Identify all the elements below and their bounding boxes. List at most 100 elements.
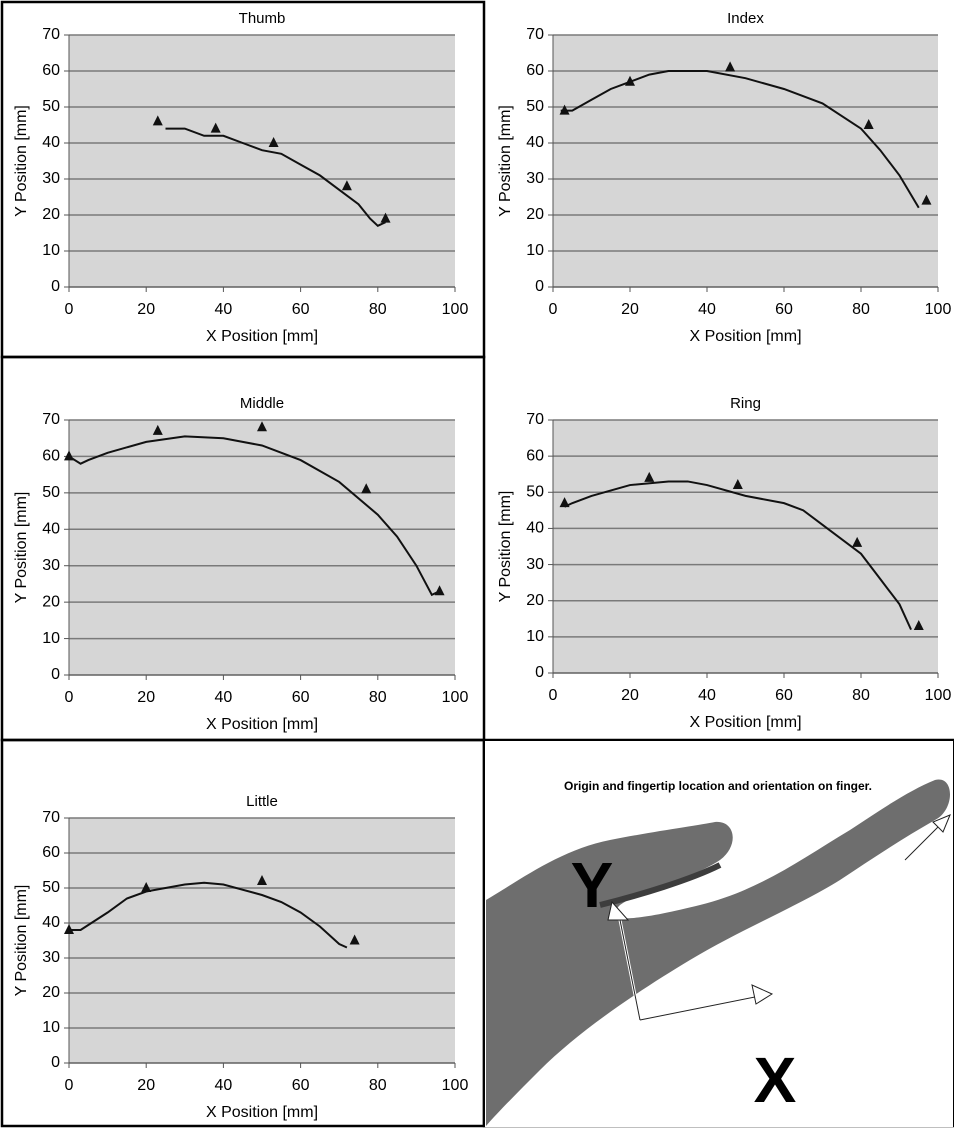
y-tick-label: 40 <box>526 134 544 151</box>
x-tick-label: 80 <box>852 687 870 704</box>
y-tick-label: 50 <box>42 98 60 115</box>
x-tick-label: 40 <box>215 301 233 318</box>
plot-area <box>69 818 455 1063</box>
x-tick-label: 20 <box>137 1077 155 1094</box>
orientation-arrow <box>152 424 163 435</box>
x-tick-label: 20 <box>621 301 639 318</box>
y-tick-label: 60 <box>526 447 544 464</box>
x-tick-label: 0 <box>65 1077 74 1094</box>
y-axis-label: Y Position [mm] <box>13 105 30 217</box>
y-tick-label: 70 <box>42 809 60 826</box>
orientation-arrow <box>257 421 267 432</box>
x-tick-label: 60 <box>775 687 793 704</box>
y-tick-label: 20 <box>42 206 60 223</box>
orientation-arrow <box>644 471 655 482</box>
orientation-arrow <box>361 483 372 494</box>
y-tick-label: 40 <box>42 914 60 931</box>
x-tick-label: 80 <box>852 301 870 318</box>
y-tick-label: 20 <box>526 206 544 223</box>
orientation-arrow <box>64 924 74 934</box>
y-axis-label: Y Position [mm] <box>497 105 514 217</box>
orientation-arrow <box>625 75 635 86</box>
y-tick-label: 0 <box>51 666 60 683</box>
orientation-arrow <box>732 479 743 490</box>
y-tick-label: 0 <box>51 1054 60 1071</box>
x-axis-label: X Position [mm] <box>206 328 318 345</box>
x-tick-label: 60 <box>775 301 793 318</box>
x-axis-label: X Position [mm] <box>206 1104 318 1121</box>
y-tick-label: 30 <box>42 557 60 574</box>
y-tick-label: 50 <box>526 98 544 115</box>
chart-title: Thumb <box>239 10 286 27</box>
y-tick-label: 10 <box>526 628 544 645</box>
orientation-arrow <box>434 585 445 596</box>
x-axis-letter: X <box>754 1044 797 1116</box>
orientation-arrow <box>863 119 874 129</box>
y-tick-label: 0 <box>51 278 60 295</box>
x-axis-label: X Position [mm] <box>689 328 801 345</box>
y-axis-label: Y Position [mm] <box>13 492 30 604</box>
plot-area <box>553 420 938 673</box>
orientation-arrow <box>921 194 932 205</box>
orientation-arrow <box>341 180 352 191</box>
x-tick-label: 60 <box>292 689 310 706</box>
y-tick-label: 50 <box>42 879 60 896</box>
y-tick-label: 0 <box>535 278 544 295</box>
x-tick-label: 40 <box>698 301 716 318</box>
x-axis-label: X Position [mm] <box>689 714 801 731</box>
x-tick-label: 60 <box>292 301 310 318</box>
y-tick-label: 60 <box>526 62 544 79</box>
x-tick-label: 80 <box>369 689 387 706</box>
trajectory-line <box>564 480 912 631</box>
trajectory-line <box>68 435 440 597</box>
plot-area <box>69 35 455 287</box>
chart: Thumb 0 10 20 30 40 50 60 70 0 20 40 60 80 100 X Positi… <box>13 10 468 345</box>
y-tick-label: 10 <box>42 1019 60 1036</box>
y-tick-label: 70 <box>42 411 60 428</box>
chart: Index 0 10 20 30 40 50 60 70 0 20 40 60 80 100 X Positi… <box>497 10 951 345</box>
x-tick-label: 100 <box>442 301 469 318</box>
chart-title: Ring <box>730 395 761 412</box>
x-tick-label: 0 <box>65 301 74 318</box>
x-tick-label: 0 <box>65 689 74 706</box>
trajectory-line <box>560 70 920 209</box>
chart-title: Middle <box>240 395 284 412</box>
orientation-arrow <box>852 536 863 547</box>
x-tick-label: 40 <box>215 689 233 706</box>
orientation-arrow <box>152 115 163 126</box>
orientation-arrow <box>559 497 570 508</box>
y-tick-label: 50 <box>42 484 60 501</box>
x-tick-label: 0 <box>549 687 558 704</box>
y-tick-label: 40 <box>526 520 544 537</box>
x-tick-label: 100 <box>925 301 952 318</box>
y-tick-label: 20 <box>42 984 60 1001</box>
y-axis-letter: Y <box>571 849 614 921</box>
orientation-arrow <box>64 450 74 461</box>
trajectory-line <box>69 881 348 949</box>
orientation-arrow <box>725 61 736 72</box>
x-tick-label: 40 <box>698 687 716 704</box>
x-axis-label: X Position [mm] <box>206 716 318 733</box>
x-tick-label: 20 <box>137 301 155 318</box>
photo-caption: Origin and fingertip location and orient… <box>564 779 872 793</box>
y-tick-label: 60 <box>42 844 60 861</box>
y-tick-label: 70 <box>526 411 544 428</box>
x-tick-label: 100 <box>925 687 952 704</box>
y-tick-label: 60 <box>42 448 60 465</box>
y-tick-label: 60 <box>42 62 60 79</box>
orientation-arrow <box>268 137 279 147</box>
y-tick-label: 0 <box>535 664 544 681</box>
x-tick-label: 20 <box>137 689 155 706</box>
y-axis-label: Y Position [mm] <box>13 885 30 997</box>
y-tick-label: 40 <box>42 521 60 538</box>
y-tick-label: 50 <box>526 484 544 501</box>
orientation-arrow <box>559 104 570 115</box>
photo: Origin and fingertip location and orient… <box>485 741 953 1127</box>
y-tick-label: 10 <box>42 630 60 647</box>
orientation-arrow <box>257 875 267 885</box>
orientation-arrow <box>913 620 924 631</box>
chart: Middle 0 10 20 30 40 50 60 70 0 20 40 60 80 100 X Posit… <box>13 395 468 733</box>
y-tick-label: 30 <box>526 556 544 573</box>
chart: Little 0 10 20 30 40 50 60 70 0 20 40 60 80 100 X Posit… <box>13 793 468 1121</box>
